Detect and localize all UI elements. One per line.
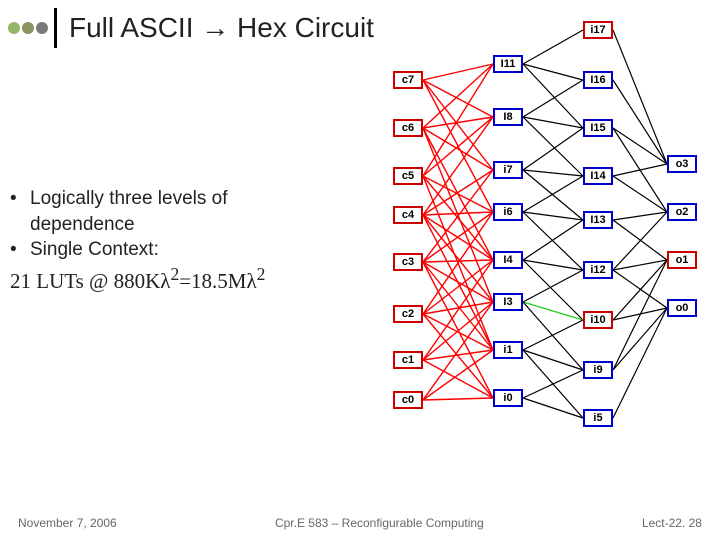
node-i10: i10 (583, 311, 613, 329)
footer-date: November 7, 2006 (18, 516, 117, 530)
node-c4: c4 (393, 206, 423, 224)
node-i7: i7 (493, 161, 523, 179)
lambda-2: λ (246, 269, 256, 293)
node-I4: I4 (493, 251, 523, 269)
slide-title: Full ASCII → Hex Circuit (69, 12, 374, 44)
bullet-list: • Logically three levels of dependence •… (10, 186, 265, 295)
formula-mid: =18.5M (179, 269, 246, 293)
slide-footer: November 7, 2006 Cpr.E 583 – Reconfigura… (0, 516, 720, 530)
formula-pre: 21 LUTs @ 880K (10, 269, 160, 293)
node-c1: c1 (393, 351, 423, 369)
node-c3: c3 (393, 253, 423, 271)
dot-2 (22, 22, 34, 34)
slide-header: Full ASCII → Hex Circuit (8, 8, 374, 48)
node-i17: i17 (583, 21, 613, 39)
circuit-diagram: c7 c6 c5 c4 c3 c2 c1 c0 I11 I8 i7 i6 I4 I3 i1 i0 i17 I16 I… (360, 20, 710, 500)
dot-1 (8, 22, 20, 34)
node-i1: i1 (493, 341, 523, 359)
node-i0: i0 (493, 389, 523, 407)
footer-course: Cpr.E 583 – Reconfigurable Computing (275, 516, 484, 530)
footer-lecture: Lect-22. 28 (642, 516, 702, 530)
node-i5m: i5 (583, 409, 613, 427)
sq-1: 2 (170, 264, 179, 284)
node-o2: o2 (667, 203, 697, 221)
node-c6: c6 (393, 119, 423, 137)
node-I15: I15 (583, 119, 613, 137)
node-c0: c0 (393, 391, 423, 409)
node-i12: i12 (583, 261, 613, 279)
node-I16: I16 (583, 71, 613, 89)
node-o1: o1 (667, 251, 697, 269)
formula-line: 21 LUTs @ 880Kλ2=18.5Mλ2 (10, 263, 265, 295)
header-divider (54, 8, 57, 48)
node-I11: I11 (493, 55, 523, 73)
node-I8: I8 (493, 108, 523, 126)
bullet-1-line1: Logically three levels of (30, 188, 228, 209)
node-c7: c7 (393, 71, 423, 89)
node-c5: c5 (393, 167, 423, 185)
node-I3: I3 (493, 293, 523, 311)
node-I13: I13 (583, 211, 613, 229)
node-I14: I14 (583, 167, 613, 185)
node-o3: o3 (667, 155, 697, 173)
bullet-2: • Single Context: (10, 237, 265, 263)
dot-3 (36, 22, 48, 34)
sq-2: 2 (257, 264, 266, 284)
bullet-2-text: Single Context: (30, 237, 159, 263)
node-i9: i9 (583, 361, 613, 379)
bullet-1-line2: dependence (30, 214, 135, 235)
bullet-1: • Logically three levels of dependence (10, 186, 265, 237)
lambda-1: λ (160, 269, 170, 293)
node-o0: o0 (667, 299, 697, 317)
node-c2: c2 (393, 305, 423, 323)
header-dots (8, 22, 48, 34)
node-i6: i6 (493, 203, 523, 221)
